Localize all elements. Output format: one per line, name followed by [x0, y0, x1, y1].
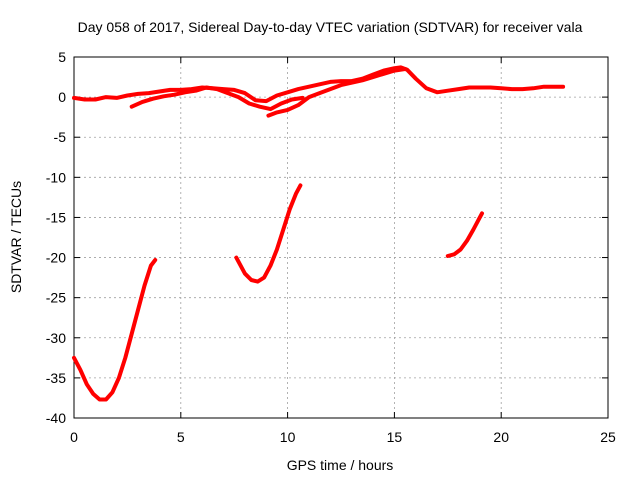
series-track-17.5-19.1h	[445, 211, 484, 258]
y-tick-label: -5	[54, 129, 67, 145]
data-series	[72, 65, 566, 402]
series-track-rising-11-16	[266, 67, 408, 118]
x-tick-label: 25	[600, 429, 616, 445]
x-axis-label: GPS time / hours	[287, 457, 394, 473]
x-tick-label: 0	[70, 429, 78, 445]
x-tick-label: 5	[177, 429, 185, 445]
y-tick-label: 5	[58, 49, 66, 65]
y-axis-label: SDTVAR / TECUs	[8, 181, 24, 293]
plot-frame	[73, 56, 609, 419]
y-tick-label: -15	[46, 209, 66, 225]
x-tick-label: 20	[493, 429, 509, 445]
series-track-near-zero-main	[72, 65, 566, 104]
y-tick-label: -40	[46, 410, 66, 426]
y-tick-label: -35	[46, 370, 66, 386]
axis-ticks: 0 5 10 15 20 25 5 0 -5 -10 -15 -20 -25 -30 -35 -40	[46, 49, 616, 445]
y-tick-label: -25	[46, 290, 66, 306]
series-track-7.6-10.6h	[234, 183, 303, 284]
series-track-0-4h	[72, 258, 158, 402]
y-tick-label: -30	[46, 330, 66, 346]
y-tick-label: -10	[46, 169, 66, 185]
x-tick-label: 10	[280, 429, 296, 445]
series-track-near-zero-dip	[129, 85, 305, 112]
chart-title: Day 058 of 2017, Sidereal Day-to-day VTE…	[78, 19, 583, 35]
x-tick-label: 15	[387, 429, 403, 445]
y-tick-label: -20	[46, 250, 66, 266]
y-tick-label: 0	[58, 89, 66, 105]
grid-lines	[74, 57, 608, 418]
